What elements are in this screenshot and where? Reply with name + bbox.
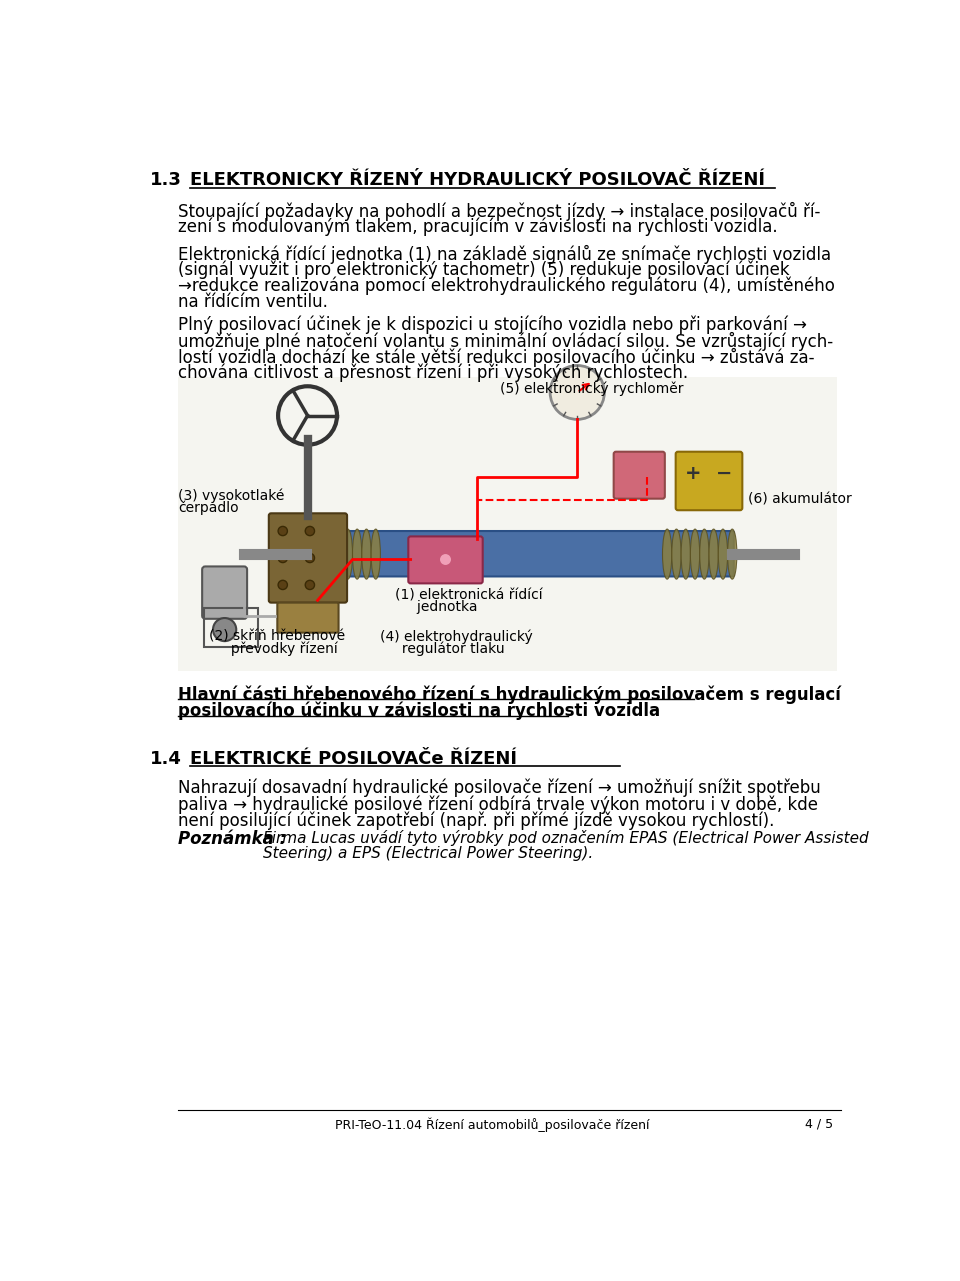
Ellipse shape: [334, 529, 344, 579]
Ellipse shape: [324, 529, 334, 579]
Text: regulátor tlaku: regulátor tlaku: [379, 640, 504, 656]
Text: (6) akumulátor: (6) akumulátor: [748, 492, 852, 506]
Text: −: −: [716, 464, 732, 483]
Text: převodky řízení: převodky řízení: [209, 640, 338, 656]
Text: Stoupající požadavky na pohodlí a bezpečnost jízdy → instalace posilovačů ří-: Stoupající požadavky na pohodlí a bezpeč…: [179, 201, 821, 220]
Circle shape: [305, 553, 315, 562]
Text: Firma Lucas uvádí tyto výrobky pod označením EPAS (Electrical Power Assisted: Firma Lucas uvádí tyto výrobky pod označ…: [263, 830, 869, 845]
FancyBboxPatch shape: [269, 514, 348, 602]
Circle shape: [550, 365, 605, 419]
Text: (5) elektronický rychloměr: (5) elektronický rychloměr: [500, 382, 684, 396]
Text: lostí vozidla dochází ke stále větší redukci posilovacího účinku → zůstává za-: lostí vozidla dochází ke stále větší red…: [179, 347, 815, 366]
Text: chována citlivost a přesnost řízení i při vysokých rychlostech.: chována citlivost a přesnost řízení i př…: [179, 364, 688, 383]
Ellipse shape: [718, 529, 728, 579]
Ellipse shape: [690, 529, 700, 579]
Text: zení s modulovaným tlakem, pracujícím v závislosti na rychlosti vozidla.: zení s modulovaným tlakem, pracujícím v …: [179, 218, 778, 236]
Circle shape: [305, 526, 315, 535]
Text: Elektronická řídící jednotka (1) na základě signálů ze snímače rychlosti vozidla: Elektronická řídící jednotka (1) na zákl…: [179, 245, 831, 264]
Text: 1.4: 1.4: [150, 751, 181, 769]
Ellipse shape: [306, 529, 315, 579]
Text: čerpadlo: čerpadlo: [179, 500, 239, 515]
Bar: [179, 377, 837, 671]
Circle shape: [440, 553, 452, 566]
Text: Steering) a EPS (Electrical Power Steering).: Steering) a EPS (Electrical Power Steeri…: [263, 845, 593, 861]
Text: (3) vysokotlaké: (3) vysokotlaké: [179, 488, 284, 503]
Text: Poznámka :: Poznámka :: [179, 830, 286, 848]
FancyBboxPatch shape: [408, 537, 483, 583]
Text: na řídícím ventilu.: na řídícím ventilu.: [179, 293, 328, 311]
Text: Nahrazují dosavadní hydraulické posilovače řízení → umožňují snížit spotřebu: Nahrazují dosavadní hydraulické posilova…: [179, 779, 821, 798]
Text: posilovacího účinku v závislosti na rychlosti vozidla: posilovacího účinku v závislosti na rych…: [179, 702, 660, 720]
Text: (1) elektronická řídící: (1) elektronická řídící: [396, 589, 542, 603]
Circle shape: [213, 617, 236, 640]
Text: PRI-TeO-11.04 Řízení automobilů_posilovače řízení: PRI-TeO-11.04 Řízení automobilů_posilova…: [335, 1118, 649, 1132]
Bar: [204, 608, 258, 647]
Text: (4) elektrohydraulický: (4) elektrohydraulický: [379, 629, 533, 644]
Text: 4 / 5: 4 / 5: [804, 1118, 833, 1131]
Text: Plný posilovací účinek je k dispozici u stojícího vozidla nebo při parkování →: Plný posilovací účinek je k dispozici u …: [179, 315, 807, 334]
FancyBboxPatch shape: [676, 452, 742, 510]
Text: 1.3: 1.3: [150, 170, 181, 188]
Circle shape: [278, 553, 287, 562]
Text: (2) skříň hřebenové: (2) skříň hřebenové: [209, 629, 346, 643]
Text: paliva → hydraulické posilové řízení odbírá trvale výkon motoru i v době, kde: paliva → hydraulické posilové řízení odb…: [179, 796, 818, 813]
Text: Hlavní části hřebenového řízení s hydraulickým posilovačem s regulací: Hlavní části hřebenového řízení s hydrau…: [179, 685, 841, 703]
Ellipse shape: [315, 529, 324, 579]
Text: není posilující účinek zapotřebí (např. při přímé jízdě vysokou rychlostí).: není posilující účinek zapotřebí (např. …: [179, 811, 775, 830]
Ellipse shape: [709, 529, 718, 579]
Text: (signál využit i pro elektronický tachometr) (5) redukuje posilovací účinek: (signál využit i pro elektronický tachom…: [179, 261, 790, 279]
FancyBboxPatch shape: [277, 602, 339, 633]
Text: ELEKTRONICKY ŘÍZENÝ HYDRAULICKÝ POSILOVAČ ŘÍZENÍ: ELEKTRONICKY ŘÍZENÝ HYDRAULICKÝ POSILOVA…: [190, 170, 765, 188]
FancyBboxPatch shape: [203, 566, 247, 619]
Text: jednotka: jednotka: [396, 601, 478, 615]
Ellipse shape: [681, 529, 690, 579]
Text: ELEKTRICKÉ POSILOVAČe ŘÍZENÍ: ELEKTRICKÉ POSILOVAČe ŘÍZENÍ: [190, 751, 516, 769]
Circle shape: [305, 580, 315, 589]
Circle shape: [278, 580, 287, 589]
Ellipse shape: [662, 529, 672, 579]
Ellipse shape: [372, 529, 380, 579]
Text: umožňuje plné natočení volantu s minimální ovládací silou. Se vzrůstající rych-: umožňuje plné natočení volantu s minimál…: [179, 332, 833, 351]
Ellipse shape: [672, 529, 681, 579]
FancyBboxPatch shape: [613, 452, 665, 498]
FancyBboxPatch shape: [304, 532, 733, 576]
Text: →redukce realizována pomocí elektrohydraulického regulátoru (4), umístěného: →redukce realizována pomocí elektrohydra…: [179, 277, 835, 296]
Ellipse shape: [344, 529, 352, 579]
Circle shape: [278, 526, 287, 535]
Ellipse shape: [352, 529, 362, 579]
Text: +: +: [685, 464, 702, 483]
Ellipse shape: [362, 529, 372, 579]
Ellipse shape: [700, 529, 709, 579]
Ellipse shape: [728, 529, 737, 579]
